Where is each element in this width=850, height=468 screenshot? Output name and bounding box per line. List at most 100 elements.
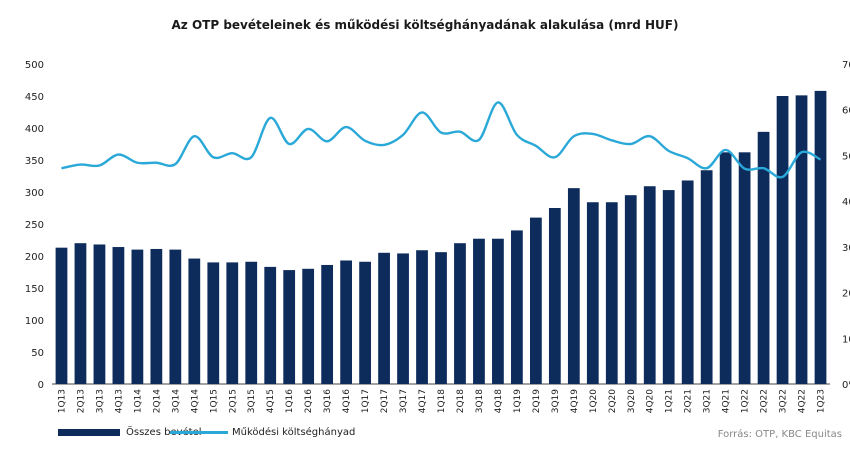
bar bbox=[586, 202, 599, 384]
bar bbox=[795, 95, 808, 385]
legend-bar-label: Összes bevétel bbox=[126, 427, 202, 438]
bar bbox=[207, 262, 220, 384]
bar bbox=[150, 248, 163, 384]
x-tick-label: 4Q19 bbox=[570, 389, 580, 414]
x-tick-label: 3Q18 bbox=[475, 389, 485, 414]
x-tick-label: 2Q20 bbox=[608, 389, 618, 414]
x-tick-label: 1Q22 bbox=[741, 389, 751, 413]
y-right-tick-label: 10% bbox=[842, 334, 850, 345]
bar bbox=[435, 252, 447, 384]
x-tick-label: 4Q17 bbox=[418, 389, 428, 413]
x-tick-label: 2Q15 bbox=[228, 389, 238, 413]
x-tick-label: 2Q16 bbox=[304, 389, 314, 414]
bar bbox=[397, 253, 409, 384]
cost-ratio-line bbox=[61, 101, 822, 179]
y-right-tick-label: 70% bbox=[842, 60, 850, 71]
bar bbox=[340, 260, 352, 384]
y-left-tick-label: 400 bbox=[25, 124, 44, 135]
y-left-tick-label: 0 bbox=[38, 380, 44, 391]
bar bbox=[378, 252, 390, 384]
x-tick-label: 3Q16 bbox=[323, 389, 333, 414]
source-note: Forrás: OTP, KBC Equitas bbox=[717, 429, 842, 440]
x-tick-label: 3Q15 bbox=[247, 389, 257, 413]
bar bbox=[719, 152, 732, 384]
x-tick-label: 4Q14 bbox=[190, 389, 200, 414]
x-tick-label: 1Q18 bbox=[437, 389, 447, 414]
y-left-tick-label: 500 bbox=[25, 60, 44, 71]
x-tick-label: 2Q19 bbox=[532, 389, 542, 414]
legend-line-label: Működési költséghányad bbox=[232, 427, 356, 438]
legend-item-koltseghanyad: Működési költséghányad bbox=[170, 427, 355, 438]
x-tick-label: 3Q13 bbox=[95, 389, 105, 413]
y-right-tick-label: 30% bbox=[842, 243, 850, 254]
x-tick-label: 1Q14 bbox=[133, 389, 143, 414]
y-left-tick-label: 250 bbox=[25, 220, 44, 231]
bar bbox=[416, 250, 428, 384]
bar bbox=[643, 186, 656, 384]
bar bbox=[454, 243, 466, 384]
bar bbox=[605, 202, 618, 384]
y-right-tick-label: 0% bbox=[842, 380, 850, 391]
bar bbox=[662, 190, 675, 384]
bar bbox=[359, 261, 371, 384]
bar bbox=[112, 247, 125, 384]
bar bbox=[700, 170, 713, 384]
y-left-tick-label: 150 bbox=[25, 284, 44, 295]
x-tick-label: 2Q13 bbox=[76, 389, 86, 413]
bar bbox=[131, 249, 144, 384]
y-right-tick-label: 20% bbox=[842, 289, 850, 300]
bar bbox=[55, 247, 68, 384]
legend-bar-swatch bbox=[58, 429, 120, 436]
x-tick-label: 2Q21 bbox=[684, 389, 694, 413]
bar bbox=[492, 238, 504, 384]
x-tick-label: 3Q14 bbox=[171, 389, 181, 414]
x-tick-label: 2Q18 bbox=[456, 389, 466, 414]
bar bbox=[757, 131, 770, 384]
bar bbox=[302, 268, 315, 384]
bar bbox=[681, 180, 694, 384]
bar bbox=[264, 266, 277, 384]
bar bbox=[169, 249, 182, 384]
x-tick-label: 1Q17 bbox=[361, 389, 371, 413]
x-tick-label: 4Q13 bbox=[114, 389, 124, 413]
bar bbox=[511, 230, 523, 384]
y-left-tick-label: 200 bbox=[25, 252, 44, 263]
bar bbox=[283, 270, 296, 384]
bar bbox=[776, 96, 789, 384]
x-tick-label: 4Q16 bbox=[342, 389, 352, 414]
bar bbox=[74, 243, 87, 384]
legend-line-swatch bbox=[170, 431, 228, 434]
x-tick-label: 1Q16 bbox=[285, 389, 295, 414]
bar bbox=[188, 258, 201, 384]
x-tick-label: 1Q21 bbox=[665, 389, 675, 413]
x-tick-label: 1Q13 bbox=[57, 389, 67, 413]
x-tick-label: 2Q17 bbox=[380, 389, 390, 413]
y-left-tick-label: 50 bbox=[31, 348, 44, 359]
y-left-tick-label: 300 bbox=[25, 188, 44, 199]
x-tick-label: 4Q21 bbox=[722, 389, 732, 413]
x-tick-label: 1Q15 bbox=[209, 389, 219, 413]
x-tick-label: 3Q22 bbox=[779, 389, 789, 413]
bar bbox=[624, 195, 637, 384]
x-tick-label: 2Q14 bbox=[152, 389, 162, 414]
x-tick-label: 4Q15 bbox=[266, 389, 276, 413]
bar bbox=[567, 188, 580, 384]
bar bbox=[93, 244, 106, 384]
x-tick-label: 3Q17 bbox=[399, 389, 409, 413]
y-left-tick-label: 100 bbox=[25, 316, 44, 327]
bar bbox=[738, 152, 751, 384]
x-tick-label: 3Q21 bbox=[703, 389, 713, 413]
bar bbox=[530, 217, 542, 384]
x-tick-label: 4Q22 bbox=[798, 389, 808, 413]
bar bbox=[473, 238, 485, 384]
x-tick-label: 3Q19 bbox=[551, 389, 561, 414]
x-tick-label: 4Q20 bbox=[646, 389, 656, 414]
x-tick-label: 3Q20 bbox=[627, 389, 637, 414]
y-left-tick-label: 450 bbox=[25, 92, 44, 103]
bar bbox=[548, 208, 561, 384]
y-right-tick-label: 50% bbox=[842, 151, 850, 162]
x-tick-label: 1Q20 bbox=[589, 389, 599, 414]
chart-title: Az OTP bevételeinek és működési költségh… bbox=[171, 18, 679, 32]
bar bbox=[245, 261, 258, 384]
